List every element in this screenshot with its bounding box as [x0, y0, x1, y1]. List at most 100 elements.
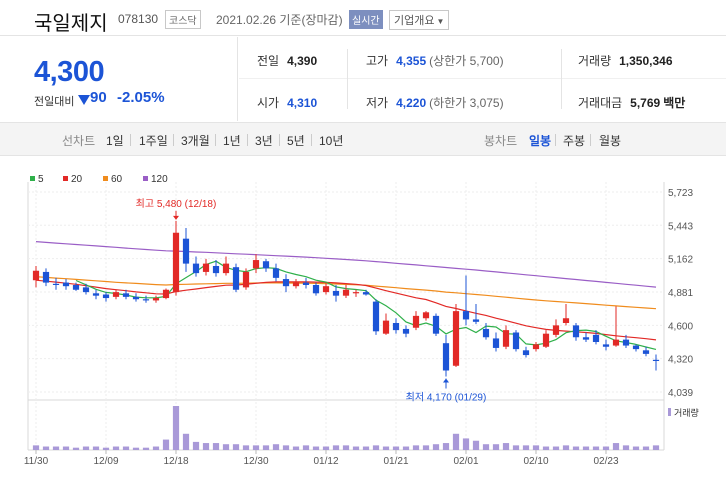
upper-limit: (상한가 5,700) [429, 54, 504, 68]
volume-bar [462, 438, 470, 450]
prev-close-label: 전일 [257, 54, 280, 68]
tab-period-3y[interactable]: 3년 [255, 134, 273, 148]
ma60-line [35, 276, 657, 310]
volume-bar [442, 443, 450, 450]
candle-body [232, 267, 240, 290]
tab-daily[interactable]: 일봉 [529, 134, 552, 148]
volume-bar [232, 444, 240, 450]
x-tick-label: 12/09 [93, 456, 118, 467]
candle-body [112, 292, 120, 297]
chart-tabs: 선차트 1일 1주일 3개월 1년 3년 5년 10년 봉차트 일봉 주봉 월봉 [0, 122, 726, 156]
volume-bar [432, 444, 440, 450]
tab-line-chart[interactable]: 선차트 [62, 134, 96, 148]
high-value: 4,355 [396, 54, 427, 68]
volume-bar [252, 445, 260, 450]
candle-body [572, 325, 580, 338]
volume-bar [612, 443, 620, 450]
stat-open: 시가 4,310 [257, 94, 317, 111]
tab-period-3m[interactable]: 3개월 [181, 134, 210, 148]
tab-candle-chart[interactable]: 봉차트 [484, 134, 518, 148]
tab-divider [215, 134, 216, 146]
volume-bar [32, 445, 40, 450]
candle-body [132, 296, 140, 300]
tab-period-1w[interactable]: 1주일 [139, 134, 168, 148]
candlestick-chart: 5,723 5,443 5,162 4,881 4,600 4,320 4,039 11/30… [24, 174, 699, 467]
y-tick-label: 4,320 [668, 355, 693, 366]
x-tick-label: 02/01 [453, 456, 478, 467]
volume-bar [352, 446, 360, 450]
legend-label: 5 [38, 174, 44, 185]
candle-body [212, 265, 220, 274]
x-tick-label: 11/30 [24, 456, 49, 467]
volume-bar [632, 446, 640, 450]
candle-body [422, 312, 430, 319]
volume-bar [262, 445, 270, 450]
volume-bar [112, 446, 120, 450]
candle-body [592, 334, 600, 342]
stat-amount: 거래대금 5,769 백만 [578, 94, 685, 111]
volume-bar [422, 445, 430, 450]
candle-body [182, 238, 190, 264]
volume-bar [402, 446, 410, 450]
high-label: 고가 [366, 54, 389, 68]
volume-bar [622, 445, 630, 450]
candle-body [152, 298, 160, 301]
volume-bar [162, 439, 170, 450]
tab-period-1d[interactable]: 1일 [106, 134, 124, 148]
volume-label: 거래량 [578, 54, 612, 68]
y-tick-label: 5,723 [668, 188, 693, 199]
tab-monthly[interactable]: 월봉 [599, 134, 622, 148]
amount-unit: 백만 [663, 96, 686, 110]
volume-bar [312, 446, 320, 450]
open-value: 4,310 [287, 96, 318, 110]
candle-body [172, 232, 180, 293]
low-arrow-head [443, 378, 449, 383]
realtime-button[interactable]: 실시간 [349, 10, 383, 29]
tab-weekly[interactable]: 주봉 [563, 134, 586, 148]
candle-body [122, 293, 130, 297]
company-info-dropdown[interactable]: 기업개요 ▼ [389, 10, 450, 30]
stat-volume: 거래량 1,350,346 [578, 52, 673, 69]
candle-body [82, 287, 90, 293]
open-label: 시가 [257, 96, 280, 110]
candle-body [362, 292, 370, 295]
candle-body [242, 271, 250, 288]
volume-bar [272, 444, 280, 450]
candle-body [102, 294, 110, 299]
amount-label: 거래대금 [578, 96, 623, 110]
tab-period-10y[interactable]: 10년 [319, 134, 344, 148]
volume-bar [652, 445, 660, 450]
volume-bar [472, 440, 480, 450]
candle-body [652, 359, 660, 362]
tab-period-5y[interactable]: 5년 [287, 134, 305, 148]
volume-bar [132, 447, 140, 450]
candle-body [202, 263, 210, 272]
company-info-label: 기업개요 [394, 15, 435, 27]
candle-body [462, 311, 470, 320]
candle-body [332, 290, 340, 296]
volume-bar [452, 433, 460, 450]
volume-bar [382, 446, 390, 450]
volume-bar [592, 446, 600, 450]
legend-swatch [143, 176, 148, 181]
candle-body [312, 284, 320, 294]
volume-bar [82, 446, 90, 450]
candle-body [632, 345, 640, 350]
high-annotation: 최고 5,480 (12/18) [136, 198, 217, 210]
high-arrow-head [173, 215, 179, 220]
volume-bar [572, 446, 580, 450]
y-tick-label: 5,443 [668, 221, 693, 232]
tab-divider [173, 134, 174, 146]
tab-period-1y[interactable]: 1년 [223, 134, 241, 148]
volume-bar [582, 446, 590, 450]
ma20-line [35, 279, 657, 341]
change-value: 90 [90, 89, 107, 106]
volume-bar [102, 447, 110, 450]
volume-bar [222, 444, 230, 450]
candle-body [342, 289, 350, 296]
candle-body [532, 344, 540, 350]
price-stats: 전일 4,390 고가 4,355 (상한가 5,700) 거래량 1,350,346 … [239, 37, 726, 121]
volume-legend-label: 거래량 [674, 407, 699, 418]
candle-body [192, 263, 200, 274]
volume-value: 1,350,346 [619, 54, 673, 68]
